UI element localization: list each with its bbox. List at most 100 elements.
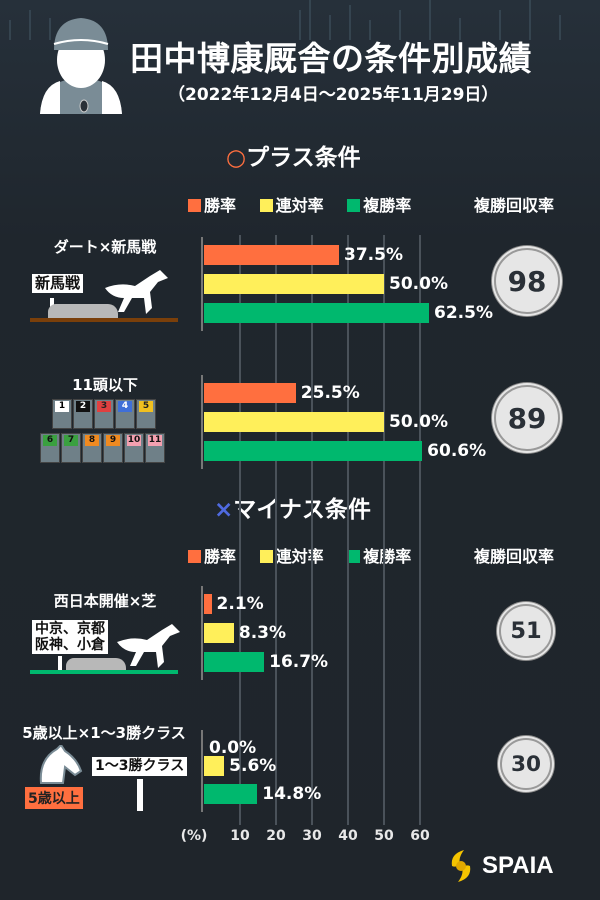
axis-line xyxy=(201,586,203,680)
cross-mark-icon: × xyxy=(214,497,234,523)
gate-number: 11 xyxy=(148,435,162,446)
legend-win: 勝率 xyxy=(188,196,236,215)
gate-number: 2 xyxy=(76,401,90,412)
gate-stall: 2 xyxy=(73,399,93,429)
gate-stall: 10 xyxy=(124,433,144,463)
x-tick-label: 10 xyxy=(230,828,250,844)
x-unit-label: (%) xyxy=(180,828,208,844)
gate-number: 9 xyxy=(106,435,120,446)
bar-place xyxy=(204,784,258,804)
gate-number: 10 xyxy=(127,435,141,446)
page-title: 田中博康厩舎の条件別成績 xyxy=(130,39,532,78)
legend: 勝率 連対率 複勝率 xyxy=(188,192,411,216)
data-label: 62.5% xyxy=(434,303,493,323)
spaia-logo: SPAIA xyxy=(446,848,554,884)
gate-stall: 8 xyxy=(82,433,102,463)
gate-number: 8 xyxy=(85,435,99,446)
horse-icon xyxy=(117,624,180,668)
age-class-illustration: 5歳以上 1～3勝クラス xyxy=(25,745,188,815)
dust-cloud xyxy=(48,304,118,320)
recovery-rate-badge: 51 xyxy=(499,604,553,658)
data-label: 16.7% xyxy=(269,652,329,672)
trainer-avatar-icon xyxy=(40,18,122,114)
period-subtitle: （2022年12月4日～2025年11月29日） xyxy=(168,85,499,105)
axis-line xyxy=(201,730,203,812)
gate-stall: 5 xyxy=(136,399,156,429)
gridline xyxy=(419,235,421,825)
legend-quinella: 連対率 xyxy=(259,196,324,215)
data-label: 2.1% xyxy=(216,594,264,614)
axis-line xyxy=(201,375,203,469)
group-label-3: 5歳以上×1～3勝クラス xyxy=(22,724,186,742)
sign: 新馬戦 xyxy=(32,274,84,293)
west-japan-illustration: 中京、京都 阪神、小倉 xyxy=(30,618,180,678)
dust-cloud xyxy=(66,658,126,670)
horse-head-icon xyxy=(39,745,83,784)
gridline xyxy=(311,235,313,825)
group-label-1: 11頭以下 xyxy=(72,376,138,394)
x-tick-label: 20 xyxy=(266,828,286,844)
class-sign: 1～3勝クラス xyxy=(92,757,188,776)
bar-place xyxy=(204,652,265,672)
x-tick-label: 60 xyxy=(410,828,430,844)
gate-number: 4 xyxy=(118,401,132,412)
gate-stall: 11 xyxy=(145,433,165,463)
data-label: 8.3% xyxy=(238,623,287,643)
bar-quinella xyxy=(204,623,234,643)
bar-win xyxy=(204,594,212,614)
data-label: 5.6% xyxy=(229,756,277,776)
starting-gate-illustration: 1 2 3 4 5 6 7 8 9 10 11 xyxy=(40,399,170,465)
turf-track xyxy=(30,670,178,674)
sign: 中京、京都 阪神、小倉 xyxy=(32,620,108,654)
gate-stall: 3 xyxy=(94,399,114,429)
legend-place: 複勝率 xyxy=(347,547,411,566)
recovery-rate-header: 複勝回収率 xyxy=(474,196,555,215)
age-tag: 5歳以上 xyxy=(25,787,83,809)
data-label: 60.6% xyxy=(427,441,487,461)
data-label: 0.0% xyxy=(209,738,257,758)
bar-quinella xyxy=(204,274,384,294)
axis-line xyxy=(201,237,203,331)
data-label: 50.0% xyxy=(389,412,448,432)
horse-icon xyxy=(105,270,168,314)
data-label: 25.5% xyxy=(300,383,360,403)
gate-stall: 4 xyxy=(115,399,135,429)
gate-number: 6 xyxy=(43,435,57,446)
dirt-track xyxy=(30,318,178,322)
gridline xyxy=(347,235,349,825)
bar-quinella xyxy=(204,412,384,432)
recovery-rate-badge: 98 xyxy=(494,248,560,314)
recovery-rate-badge: 30 xyxy=(500,738,552,790)
bar-quinella xyxy=(204,756,225,776)
bar-place xyxy=(204,303,429,323)
x-tick-label: 40 xyxy=(338,828,358,844)
gate-number: 1 xyxy=(55,401,69,412)
group-label-2: 西日本開催×芝 xyxy=(53,592,157,610)
group-label-0: ダート×新馬戦 xyxy=(53,238,157,256)
gridline xyxy=(275,235,277,825)
recovery-rate-header: 複勝回収率 xyxy=(474,547,555,566)
x-tick-label: 50 xyxy=(374,828,394,844)
circle-mark-icon: ○ xyxy=(226,145,247,171)
newcomer-race-illustration: 新馬戦 xyxy=(30,268,180,328)
spaia-logo-icon xyxy=(451,850,471,882)
legend-place: 複勝率 xyxy=(347,196,411,215)
gate-number: 7 xyxy=(64,435,78,446)
gridline xyxy=(239,235,241,825)
gate-stall: 6 xyxy=(40,433,60,463)
data-label: 14.8% xyxy=(262,784,322,804)
gate-stall: 7 xyxy=(61,433,81,463)
gate-number: 3 xyxy=(97,401,111,412)
gate-stall: 1 xyxy=(52,399,72,429)
bar-win xyxy=(204,245,339,265)
recovery-rate-badge: 89 xyxy=(494,385,560,451)
legend-win: 勝率 xyxy=(188,547,236,566)
x-tick-label: 30 xyxy=(302,828,322,844)
plus-section-heading: ○プラス条件 xyxy=(226,145,361,171)
bar-win xyxy=(204,383,296,403)
gate-number: 5 xyxy=(139,401,153,412)
data-label: 50.0% xyxy=(389,274,448,294)
